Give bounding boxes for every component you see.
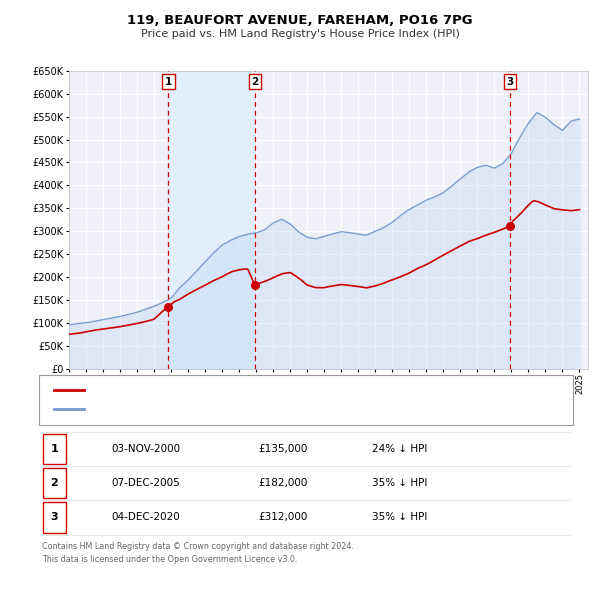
Text: 3: 3 bbox=[506, 77, 514, 87]
Text: This data is licensed under the Open Government Licence v3.0.: This data is licensed under the Open Gov… bbox=[42, 555, 298, 563]
Text: 1: 1 bbox=[165, 77, 172, 87]
Text: 35% ↓ HPI: 35% ↓ HPI bbox=[372, 478, 427, 488]
Text: 24% ↓ HPI: 24% ↓ HPI bbox=[372, 444, 427, 454]
Text: 2: 2 bbox=[251, 77, 259, 87]
Text: 2: 2 bbox=[50, 478, 58, 488]
Text: HPI: Average price, detached house, Fareham: HPI: Average price, detached house, Fare… bbox=[93, 405, 316, 414]
Text: 119, BEAUFORT AVENUE, FAREHAM, PO16 7PG (detached house): 119, BEAUFORT AVENUE, FAREHAM, PO16 7PG … bbox=[93, 385, 409, 395]
Text: Price paid vs. HM Land Registry's House Price Index (HPI): Price paid vs. HM Land Registry's House … bbox=[140, 30, 460, 39]
Text: £182,000: £182,000 bbox=[258, 478, 307, 488]
Text: £312,000: £312,000 bbox=[258, 513, 307, 522]
Text: 35% ↓ HPI: 35% ↓ HPI bbox=[372, 513, 427, 522]
Text: 119, BEAUFORT AVENUE, FAREHAM, PO16 7PG: 119, BEAUFORT AVENUE, FAREHAM, PO16 7PG bbox=[127, 14, 473, 27]
Text: 03-NOV-2000: 03-NOV-2000 bbox=[111, 444, 180, 454]
Text: £135,000: £135,000 bbox=[258, 444, 307, 454]
Text: 07-DEC-2005: 07-DEC-2005 bbox=[111, 478, 180, 488]
Text: Contains HM Land Registry data © Crown copyright and database right 2024.: Contains HM Land Registry data © Crown c… bbox=[42, 542, 354, 550]
Text: 1: 1 bbox=[50, 444, 58, 454]
Text: 04-DEC-2020: 04-DEC-2020 bbox=[111, 513, 180, 522]
Bar bbox=[169, 71, 255, 369]
Text: 3: 3 bbox=[50, 513, 58, 522]
